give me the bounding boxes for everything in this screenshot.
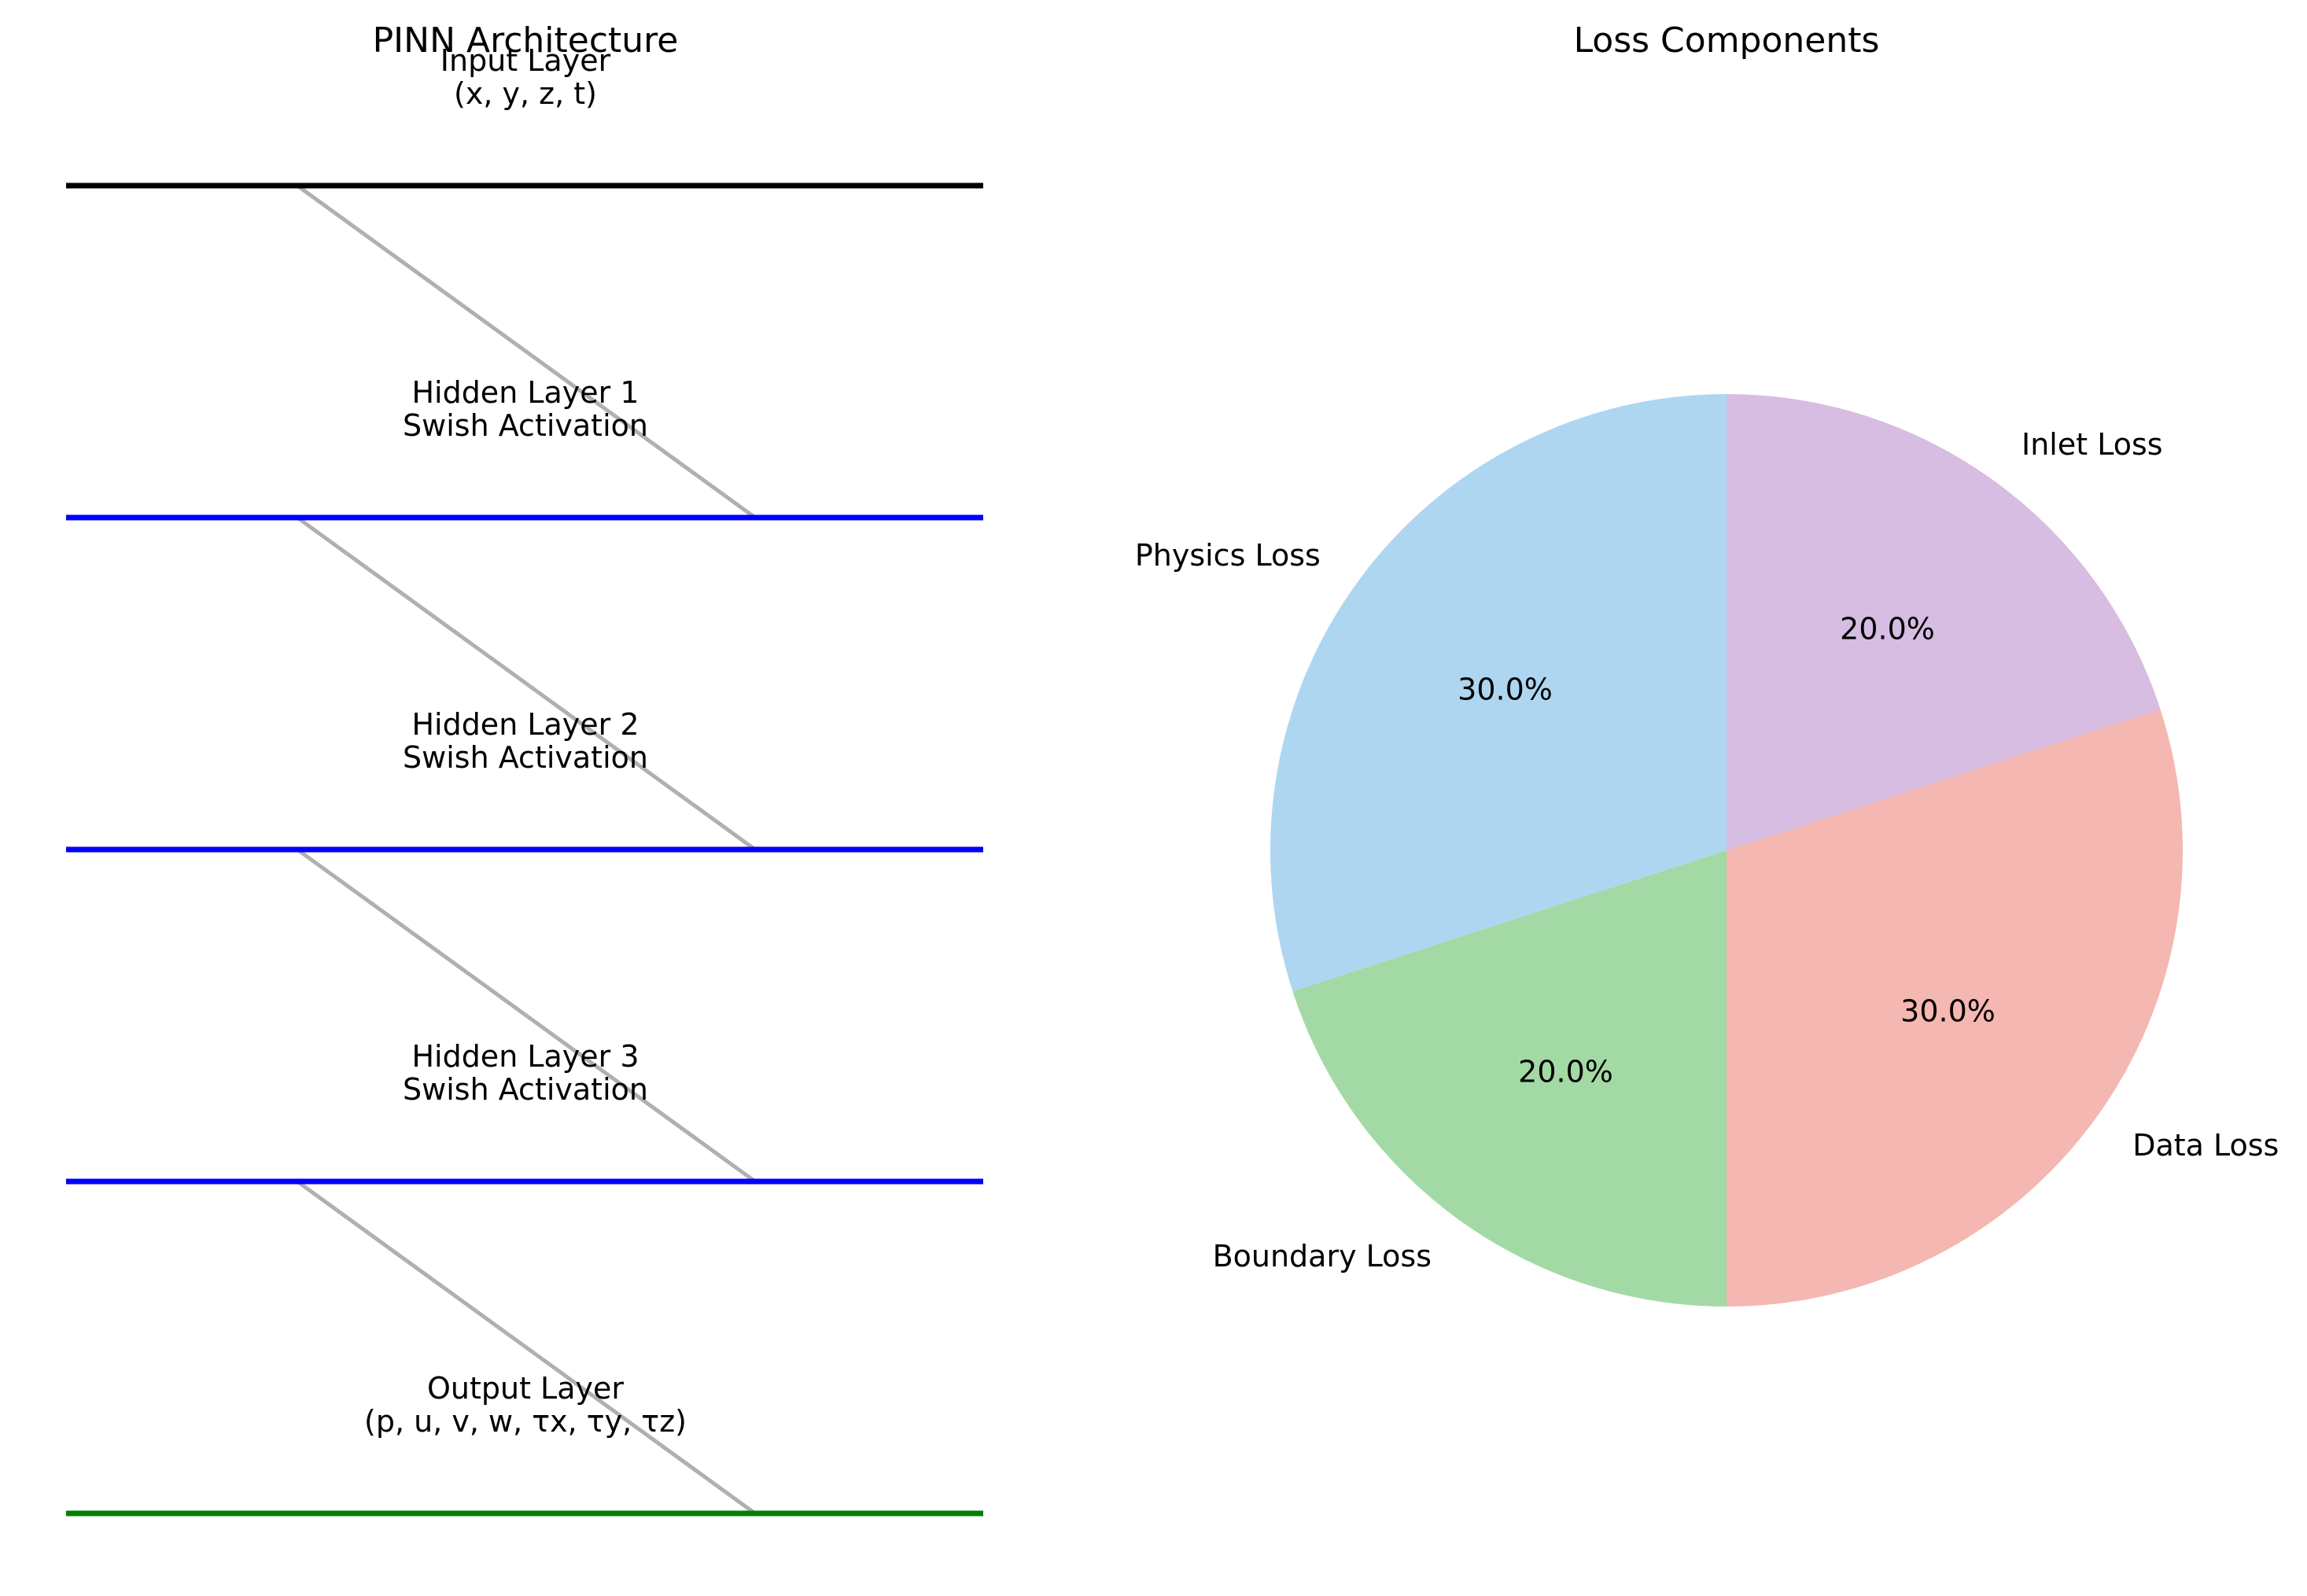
loss-components-panel: Loss Components Physics Loss 30.0% Boundar… xyxy=(1135,20,2279,1307)
pie-category-label: Inlet Loss xyxy=(2021,427,2163,462)
pie-category-label: Boundary Loss xyxy=(1213,1239,1432,1273)
layer-connections xyxy=(296,183,757,1516)
pie-percent-label: 20.0% xyxy=(1518,1055,1613,1089)
layer-name: Output Layer xyxy=(427,1371,624,1406)
pie-category-label: Physics Loss xyxy=(1135,538,1321,573)
pie-percent-label: 20.0% xyxy=(1840,612,1935,647)
pie-slice xyxy=(1727,393,2161,850)
layer-connection xyxy=(296,183,757,520)
layer-detail: (p, u, v, w, τx, τy, τz) xyxy=(364,1404,687,1439)
layer-connection xyxy=(296,1179,757,1516)
pie-percent-label: 30.0% xyxy=(1458,673,1553,707)
pie-labels: Physics Loss 30.0% Boundary Loss 20.0% Data … xyxy=(1135,427,2279,1273)
layer-connection xyxy=(296,847,757,1184)
layer-name: Hidden Layer 3 xyxy=(411,1039,639,1074)
pie-slices xyxy=(1270,393,2183,1307)
layer-detail: (x, y, z, t) xyxy=(454,76,597,111)
layer-name: Input Layer xyxy=(440,43,611,78)
pie-slice xyxy=(1270,394,1727,992)
layer-detail: Swish Activation xyxy=(403,740,648,775)
architecture-title: PINN Architecture xyxy=(373,20,679,61)
pie-title: Loss Components xyxy=(1574,20,1880,61)
layer-name: Hidden Layer 2 xyxy=(411,707,639,742)
architecture-panel: PINN Architecture Input Layer(x, y, z, t… xyxy=(66,20,983,1517)
pie-category-label: Data Loss xyxy=(2132,1128,2279,1163)
pie-slice xyxy=(1727,709,2183,1307)
pie-percent-label: 30.0% xyxy=(1900,994,1996,1029)
layer-name: Hidden Layer 1 xyxy=(411,375,639,410)
layer-detail: Swish Activation xyxy=(403,408,648,443)
pie-slice xyxy=(1292,850,1727,1307)
layer-connection xyxy=(296,515,757,852)
layer-detail: Swish Activation xyxy=(403,1072,648,1107)
layer-lines: Input Layer(x, y, z, t)Hidden Layer 1Swi… xyxy=(66,43,983,1517)
